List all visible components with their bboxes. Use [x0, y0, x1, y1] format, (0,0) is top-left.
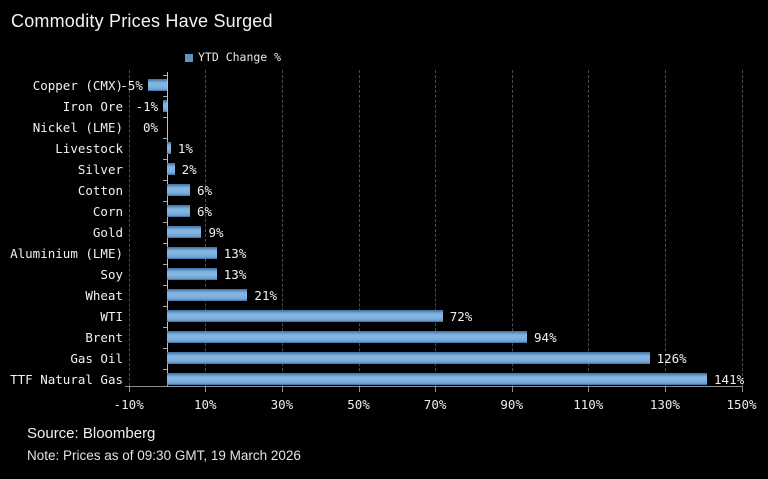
x-axis-label: 30%	[270, 397, 294, 412]
category-label: Nickel (LME)	[32, 119, 123, 135]
x-axis-label: 150%	[726, 397, 757, 412]
category-label: Livestock	[55, 140, 123, 156]
category-label: Gold	[92, 224, 123, 240]
chart-title: Commodity Prices Have Surged	[11, 11, 273, 31]
value-label: 72%	[449, 308, 473, 324]
value-label: 94%	[534, 329, 557, 345]
gridline	[741, 70, 743, 386]
bar	[167, 205, 190, 217]
y-axis-tick	[163, 326, 167, 328]
x-axis-label: -10%	[113, 397, 144, 412]
gridline	[281, 70, 283, 386]
y-axis-tick	[163, 95, 167, 97]
value-label: 0%	[142, 119, 158, 135]
value-label: 2%	[181, 161, 197, 177]
bar	[147, 79, 167, 91]
value-label: -1%	[135, 98, 159, 114]
y-axis-tick	[163, 116, 167, 118]
bar	[167, 247, 217, 259]
x-axis-tick	[358, 387, 360, 392]
gridline	[358, 70, 360, 386]
value-label: 141%	[714, 371, 745, 387]
value-label: 21%	[254, 287, 277, 303]
legend: YTD Change %	[185, 50, 281, 64]
y-axis-tick	[163, 137, 167, 139]
x-axis-tick	[281, 387, 283, 392]
bar	[167, 352, 650, 364]
x-axis-label: 90%	[500, 397, 523, 412]
category-label: Corn	[92, 203, 123, 219]
x-axis-tick	[511, 387, 513, 392]
y-axis-tick	[163, 74, 167, 76]
y-axis-tick	[163, 221, 167, 223]
y-axis-tick	[163, 284, 167, 286]
legend-swatch-icon	[185, 53, 193, 62]
category-label: Silver	[77, 161, 123, 177]
bar	[167, 373, 708, 385]
category-label: Wheat	[85, 287, 123, 303]
value-label: 1%	[177, 140, 193, 156]
bar	[167, 289, 248, 301]
category-label: Cotton	[77, 182, 123, 198]
gridline	[511, 70, 513, 386]
value-label: 9%	[208, 224, 224, 240]
category-label: Gas Oil	[70, 350, 123, 366]
y-axis-tick	[163, 263, 167, 265]
x-axis-label: 130%	[649, 397, 680, 412]
value-label: 6%	[196, 203, 213, 219]
category-label: Iron Ore	[62, 98, 123, 114]
x-axis-tick	[205, 387, 207, 392]
category-label: Copper (CMX)	[32, 77, 123, 93]
gridline	[205, 70, 207, 386]
y-axis-tick	[163, 179, 167, 181]
category-label: Aluminium (LME)	[10, 245, 123, 261]
category-label: WTI	[100, 308, 123, 324]
x-axis-label: 110%	[573, 397, 604, 412]
x-axis-line	[125, 386, 743, 387]
x-axis-tick	[588, 387, 590, 392]
bar	[167, 163, 175, 175]
gridline	[588, 70, 590, 386]
x-axis-label: 10%	[194, 397, 217, 412]
x-axis-tick	[664, 387, 666, 392]
x-axis-tick	[741, 387, 743, 392]
bar	[167, 184, 190, 196]
gridline	[128, 70, 130, 386]
source-text: Source: Bloomberg	[27, 425, 156, 442]
y-axis-tick	[163, 158, 167, 160]
bar	[167, 331, 528, 343]
category-label: Brent	[85, 329, 123, 345]
gridline	[664, 70, 666, 386]
x-axis-tick	[128, 387, 130, 392]
bar	[167, 310, 443, 322]
y-axis-tick	[163, 347, 167, 349]
value-label: 13%	[223, 245, 247, 261]
x-axis-tick	[435, 387, 437, 392]
bar	[167, 226, 202, 238]
bar	[163, 100, 167, 112]
x-axis-label: 70%	[423, 397, 447, 412]
x-axis-label: 50%	[347, 397, 370, 412]
value-label: 6%	[196, 182, 213, 198]
y-axis-tick	[163, 305, 167, 307]
value-label: 126%	[656, 350, 687, 366]
value-label: -5%	[120, 77, 143, 93]
y-axis-tick	[163, 200, 167, 202]
bar	[167, 268, 217, 280]
value-label: 13%	[223, 266, 247, 282]
note-text: Note: Prices as of 09:30 GMT, 19 March 2…	[27, 448, 301, 463]
bar	[167, 142, 171, 154]
y-axis-tick	[163, 368, 167, 370]
y-axis-tick	[163, 242, 167, 244]
legend-label: YTD Change %	[198, 50, 282, 64]
category-label: Soy	[100, 266, 123, 282]
category-label: TTF Natural Gas	[10, 371, 123, 387]
gridline	[435, 70, 437, 386]
